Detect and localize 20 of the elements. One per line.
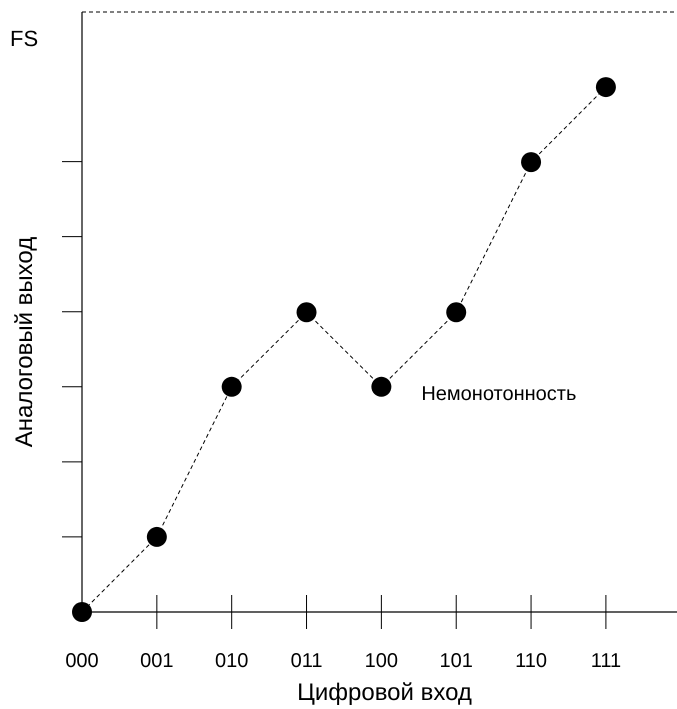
x-tick-label: 011 (290, 650, 322, 672)
point (146, 526, 167, 547)
point (371, 376, 392, 397)
point (521, 152, 542, 172)
x-tick-label: 000 (65, 650, 99, 672)
x-tick-label: 101 (440, 650, 473, 672)
point (596, 77, 616, 98)
point (446, 302, 466, 322)
ref-line-label: FS (10, 26, 38, 51)
point (222, 376, 242, 397)
x-tick-label: 010 (215, 650, 248, 672)
y-axis-title: Аналоговый выход (11, 236, 38, 448)
x-tick-label: 001 (140, 650, 174, 672)
point (72, 602, 92, 622)
x-tick-label: 100 (364, 650, 398, 672)
x-axis-title: Цифровой вход (297, 679, 472, 706)
x-tick-label: 111 (590, 650, 622, 672)
annotation: Немонотонность (421, 382, 576, 405)
point (296, 302, 317, 322)
x-tick-label: 110 (515, 650, 547, 672)
